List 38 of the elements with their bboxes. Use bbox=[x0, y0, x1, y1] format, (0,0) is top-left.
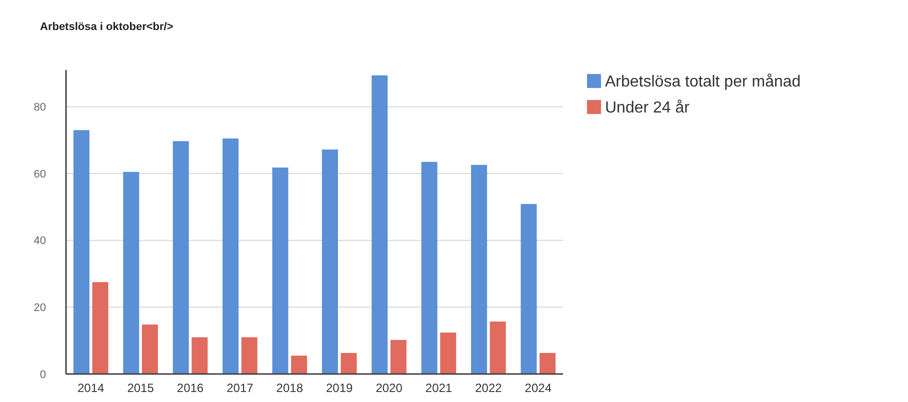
legend-label: Under 24 år bbox=[605, 100, 690, 117]
x-tick-label: 2015 bbox=[127, 381, 154, 395]
bar bbox=[471, 164, 488, 374]
bar bbox=[123, 172, 140, 374]
bar bbox=[172, 141, 189, 374]
bar bbox=[540, 352, 556, 374]
bar bbox=[222, 138, 239, 374]
x-tick-label: 2014 bbox=[78, 381, 105, 395]
bar bbox=[390, 340, 406, 374]
bar bbox=[340, 352, 357, 374]
x-tick-label: 2018 bbox=[276, 381, 304, 395]
bar bbox=[440, 332, 456, 374]
y-tick-label: 0 bbox=[40, 368, 46, 381]
chart-title: Arbetslösa i oktober<br/> bbox=[40, 21, 174, 33]
bar bbox=[291, 356, 308, 374]
y-tick-label: 20 bbox=[34, 302, 46, 314]
bar bbox=[421, 162, 438, 374]
bar bbox=[192, 337, 208, 374]
bar bbox=[241, 337, 258, 374]
x-tick-label: 2019 bbox=[326, 381, 354, 395]
bar bbox=[372, 75, 388, 374]
bar bbox=[142, 324, 158, 374]
bar bbox=[73, 130, 90, 374]
bar bbox=[322, 150, 338, 374]
bar bbox=[490, 322, 506, 374]
y-tick-label: 80 bbox=[34, 102, 46, 114]
x-tick-label: 2017 bbox=[226, 381, 254, 395]
x-tick-label: 2024 bbox=[524, 381, 552, 395]
x-tick-label: 2022 bbox=[475, 381, 502, 395]
y-tick-label: 40 bbox=[34, 235, 46, 248]
x-tick-label: 2020 bbox=[376, 381, 403, 395]
bar bbox=[272, 168, 288, 374]
x-tick-label: 2021 bbox=[425, 381, 452, 395]
y-tick-label: 60 bbox=[34, 168, 46, 180]
x-tick-label: 2016 bbox=[176, 381, 204, 395]
legend-label: Arbetslösa totalt per månad bbox=[605, 74, 801, 91]
bar bbox=[520, 204, 537, 374]
bar bbox=[92, 282, 108, 374]
